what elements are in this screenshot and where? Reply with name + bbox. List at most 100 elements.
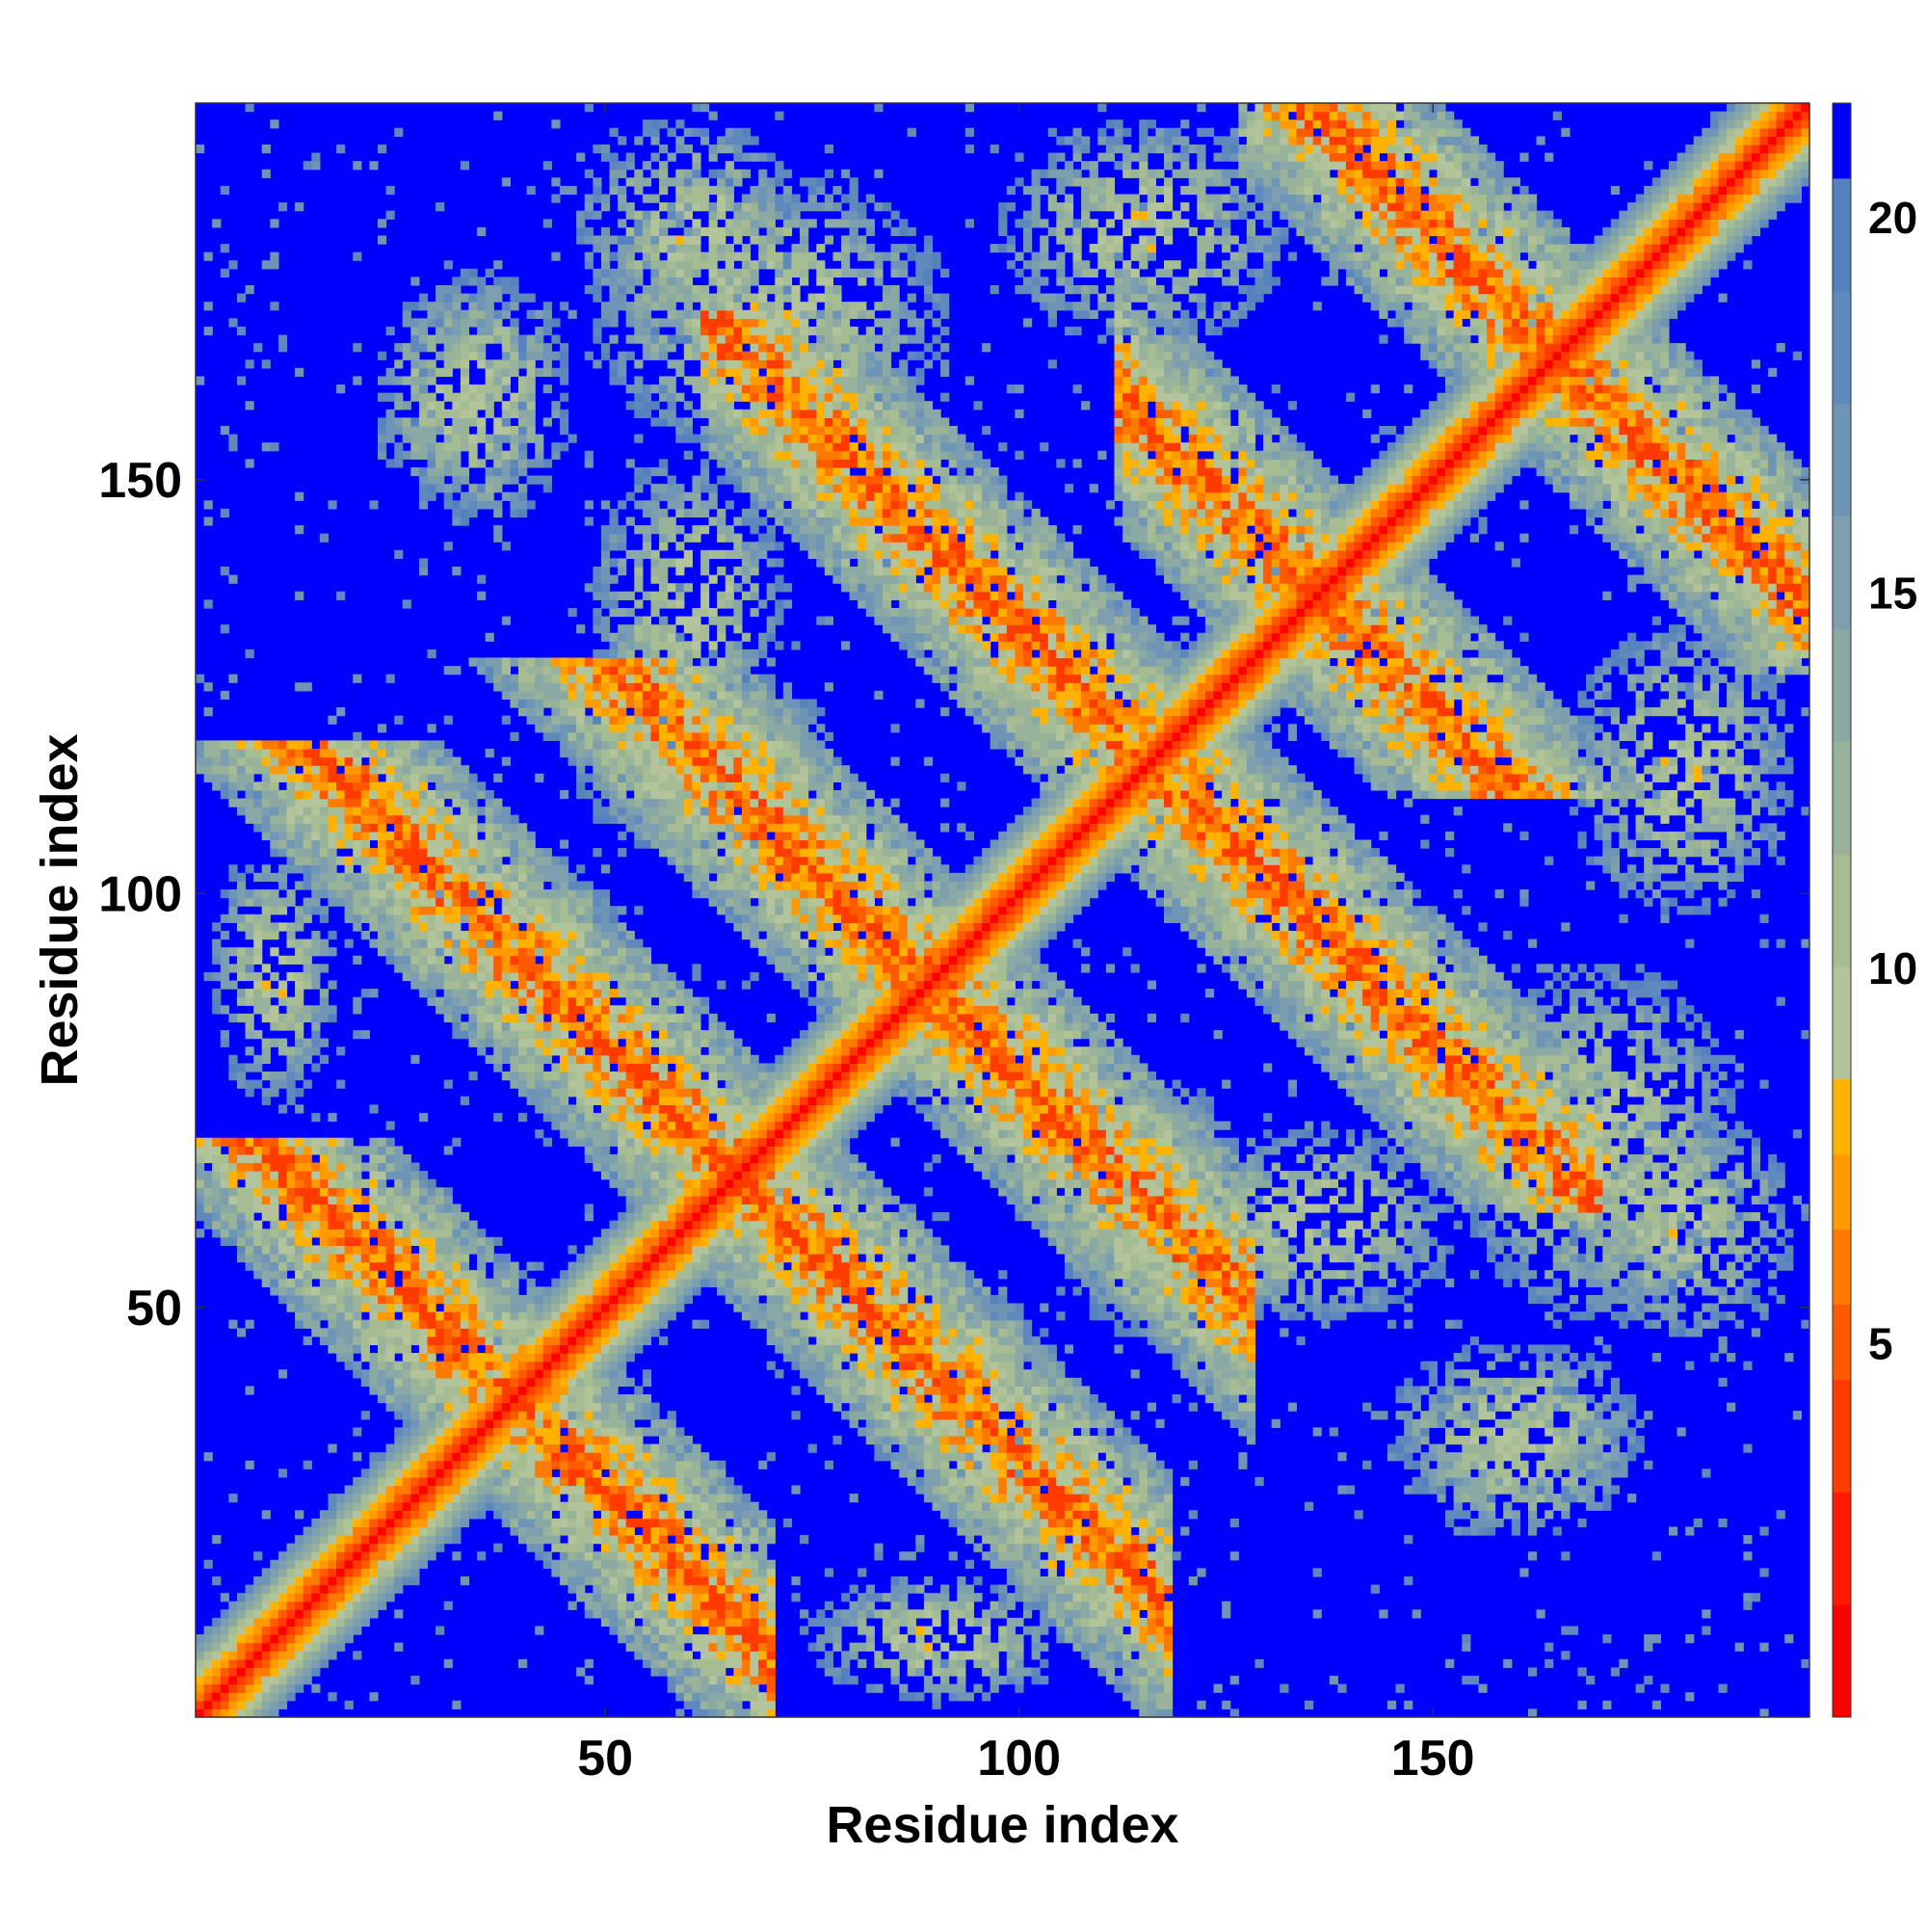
heatmap-cell	[394, 1575, 404, 1586]
heatmap-cell	[600, 1079, 611, 1089]
heatmap-cell	[501, 913, 512, 923]
heatmap-cell	[418, 426, 429, 436]
heatmap-cell	[418, 466, 429, 477]
heatmap-cell	[634, 1575, 644, 1586]
heatmap-cell	[568, 1526, 577, 1536]
heatmap-cell	[600, 1013, 611, 1023]
heatmap-cell	[493, 1476, 503, 1487]
heatmap-cell	[593, 1494, 602, 1503]
heatmap-cell	[443, 409, 453, 419]
heatmap-cell	[385, 1402, 395, 1412]
heatmap-cell	[568, 756, 577, 766]
heatmap-cell	[510, 1303, 519, 1312]
heatmap-cell	[410, 302, 420, 311]
heatmap-cell	[542, 724, 552, 733]
heatmap-cell	[501, 426, 512, 436]
heatmap-cell	[402, 922, 411, 932]
heatmap-cell	[336, 144, 346, 154]
heatmap-cell	[311, 1038, 321, 1047]
heatmap-cell	[394, 1443, 404, 1453]
heatmap-cell	[344, 1485, 354, 1495]
heatmap-cell	[353, 1229, 362, 1238]
heatmap-cell	[642, 964, 652, 973]
heatmap-cell	[452, 814, 462, 824]
heatmap-cell	[369, 1253, 379, 1263]
heatmap-cell	[584, 1311, 594, 1321]
heatmap-cell	[418, 798, 429, 807]
heatmap-cell	[402, 1568, 411, 1577]
heatmap-cell	[460, 326, 470, 336]
heatmap-cell	[377, 1510, 387, 1520]
heatmap-cell	[277, 881, 288, 890]
heatmap-cell	[236, 1245, 247, 1255]
heatmap-cell	[436, 749, 445, 758]
heatmap-cell	[593, 1162, 602, 1172]
heatmap-cell	[385, 889, 395, 899]
heatmap-cell	[377, 1245, 387, 1255]
heatmap-cell	[526, 1394, 536, 1404]
heatmap-cell	[253, 872, 263, 883]
heatmap-cell	[468, 798, 478, 807]
heatmap-cell	[477, 939, 487, 948]
heatmap-cell	[410, 881, 420, 890]
heatmap-cell	[410, 1518, 420, 1528]
heatmap-cell	[452, 318, 462, 328]
heatmap-cell	[410, 434, 420, 443]
heatmap-cell	[402, 773, 411, 782]
heatmap-cell	[286, 839, 296, 849]
heatmap-cell	[402, 1427, 411, 1437]
heatmap-cell	[600, 500, 611, 510]
heatmap-cell	[427, 1187, 436, 1197]
heatmap-cell	[436, 450, 445, 460]
heatmap-cell	[319, 1038, 330, 1047]
heatmap-cell	[584, 194, 594, 203]
heatmap-cell	[493, 1319, 503, 1329]
heatmap-cell	[510, 1013, 519, 1023]
heatmap-cell	[650, 284, 660, 295]
heatmap-cell	[385, 781, 395, 791]
heatmap-cell	[518, 690, 528, 701]
heatmap-cell	[493, 1460, 503, 1469]
heatmap-cell	[468, 302, 478, 311]
heatmap-cell	[642, 674, 652, 683]
heatmap-cell	[245, 798, 254, 807]
heatmap-cell	[526, 715, 536, 725]
heatmap-cell	[385, 1518, 395, 1528]
heatmap-cell	[369, 1377, 379, 1388]
heatmap-cell	[510, 1427, 519, 1437]
heatmap-cell	[542, 930, 552, 940]
heatmap-cell	[203, 599, 213, 609]
heatmap-cell	[385, 1485, 395, 1495]
heatmap-cell	[468, 1038, 478, 1047]
heatmap-cell	[634, 1286, 644, 1296]
heatmap-cell	[650, 1642, 660, 1652]
heatmap-cell	[328, 1303, 337, 1312]
heatmap-cell	[609, 1344, 619, 1354]
heatmap-cell	[228, 1171, 238, 1180]
heatmap-cell	[600, 996, 611, 1006]
heatmap-cell	[576, 1559, 586, 1569]
heatmap-cell	[220, 1171, 229, 1180]
heatmap-cell	[418, 558, 429, 568]
heatmap-cell	[485, 500, 494, 510]
heatmap-cell	[245, 1676, 254, 1685]
heatmap-cell	[501, 376, 512, 385]
heatmap-cell	[277, 1568, 288, 1577]
heatmap-cell	[542, 1469, 552, 1478]
heatmap-cell	[410, 807, 420, 816]
heatmap-cell	[443, 318, 453, 328]
heatmap-cell	[385, 1153, 395, 1164]
heatmap-cell	[344, 1270, 354, 1280]
heatmap-cell	[402, 740, 411, 750]
heatmap-cell	[593, 648, 602, 659]
heatmap-cell	[634, 1104, 644, 1114]
heatmap-cell	[510, 913, 519, 923]
heatmap-cell	[618, 1353, 627, 1363]
heatmap-cell	[568, 1386, 577, 1395]
heatmap-cell	[245, 1013, 254, 1023]
heatmap-cell	[477, 1361, 487, 1370]
heatmap-cell	[584, 1452, 594, 1462]
heatmap-cell	[600, 318, 611, 328]
heatmap-cell	[319, 831, 330, 841]
heatmap-cell	[568, 1303, 577, 1312]
